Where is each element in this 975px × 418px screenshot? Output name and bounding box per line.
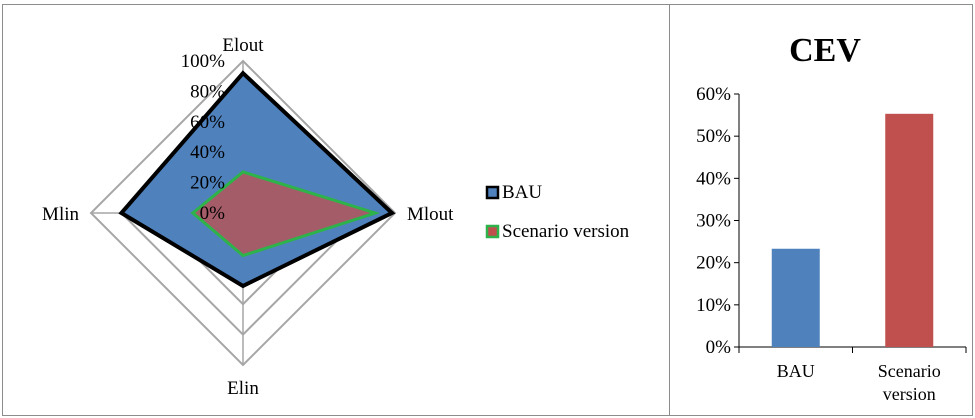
legend-label: Scenario version [502,221,630,242]
y-tick-label: 0% [706,337,732,358]
bar-chart-title: CEV [789,32,861,69]
x-category-label: Scenario version [878,361,941,404]
radar-tick-label: 60% [190,112,225,133]
y-tick-label: 40% [696,168,731,189]
bar-chart-panel: CEV 0% 10% 20% 30% 40% 50% 60% BAU Scenario versio… [669,4,973,416]
radar-tick-label: 100% [181,51,226,72]
radar-chart: 0% 20% 40% 60% 80% 100%Elout Mlout Elin Mlin BAU S… [42,35,630,399]
bar-chart: CEV 0% 10% 20% 30% 40% 50% 60% BAU Scenario versio… [696,32,967,404]
radar-series-scenario-version [190,170,381,258]
radar-axis-label: Elin [227,378,259,399]
radar-tick-label: 80% [190,81,225,102]
radar-tick-label: 0% [200,203,226,224]
y-tick-label: 50% [696,126,731,147]
radar-tick-label: 40% [190,142,225,163]
bar-bau [771,248,820,347]
radar-chart-panel: 0% 20% 40% 60% 80% 100% Elout Mlout Elin Mlin BAU S… [2,4,670,416]
y-tick-label: 60% [696,84,731,105]
y-tick-label: 30% [696,211,731,232]
y-tick-label: 10% [696,295,731,316]
radar-tick-label: 20% [190,173,225,194]
legend-swatch [485,185,500,200]
y-tick-label: 20% [696,253,731,274]
legend-swatch [485,224,500,239]
bar-scenario-version [885,113,934,348]
x-category-label: BAU [777,361,815,381]
radar-axis-label: Elout [222,35,264,56]
radar-axis-label: Mlin [42,204,79,225]
radar-axis-label: Mlout [407,204,454,225]
legend-label: BAU [502,182,542,203]
